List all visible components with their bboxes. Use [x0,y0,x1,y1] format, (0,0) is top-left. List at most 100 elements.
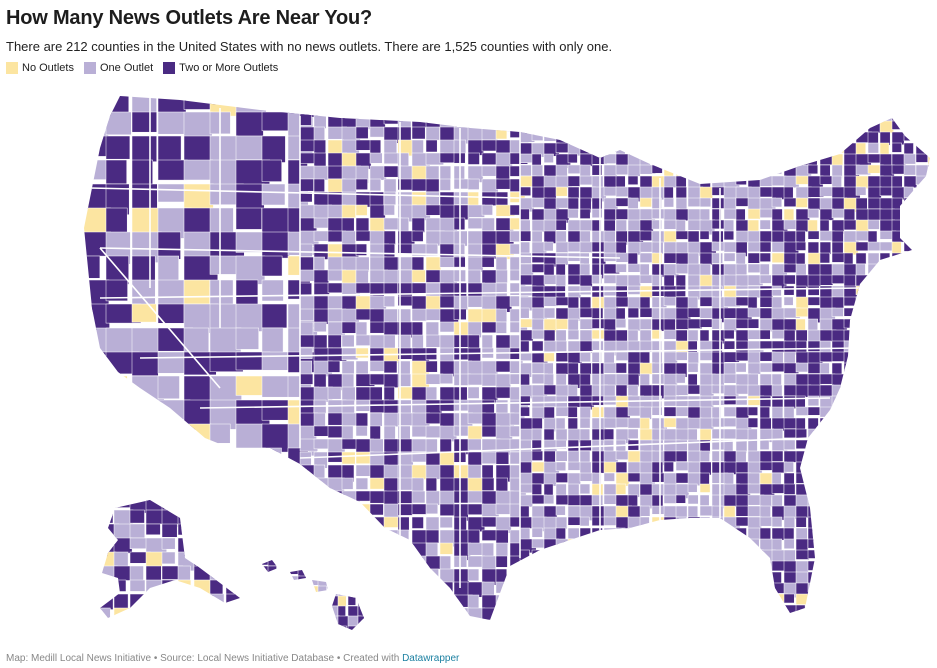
county-cell[interactable] [784,627,800,641]
county-cell[interactable] [807,604,823,618]
county-cell[interactable] [299,607,313,625]
county-cell[interactable] [129,509,145,524]
county-cell[interactable] [131,255,156,284]
county-cell[interactable] [759,120,772,131]
county-cell[interactable] [807,560,821,571]
county-cell[interactable] [519,571,532,581]
county-cell[interactable] [439,516,453,529]
county-cell[interactable] [891,560,908,570]
county-cell[interactable] [161,523,178,538]
county-cell[interactable] [261,255,283,277]
county-cell[interactable] [555,417,566,431]
county-cell[interactable] [307,595,317,610]
county-cell[interactable] [496,621,512,637]
county-cell[interactable] [711,153,725,163]
county-cell[interactable] [675,318,690,330]
county-cell[interactable] [843,538,857,551]
county-cell[interactable] [819,593,833,604]
county-cell[interactable] [651,109,666,123]
county-cell[interactable] [855,439,870,450]
county-cell[interactable] [579,131,594,146]
county-cell[interactable] [439,607,460,619]
county-cell[interactable] [879,384,892,397]
county-cell[interactable] [903,494,917,507]
county-cell[interactable] [341,516,361,535]
county-cell[interactable] [531,560,548,574]
county-cell[interactable] [687,197,702,207]
county-cell[interactable] [699,538,711,551]
county-cell[interactable] [711,384,726,394]
county-cell[interactable] [915,88,930,103]
county-cell[interactable] [831,439,843,450]
county-cell[interactable] [675,186,687,199]
county-cell[interactable] [591,340,604,351]
county-cell[interactable] [651,615,668,626]
county-cell[interactable] [915,472,930,484]
county-cell[interactable] [225,607,240,621]
county-cell[interactable] [591,604,609,618]
county-cell[interactable] [567,296,579,310]
county-cell[interactable] [771,472,782,486]
county-cell[interactable] [628,627,641,642]
county-cell[interactable] [355,282,371,294]
county-cell[interactable] [891,241,902,255]
county-cell[interactable] [453,568,470,585]
county-cell[interactable] [783,439,796,450]
county-cell[interactable] [555,252,569,266]
county-cell[interactable] [879,428,894,440]
county-cell[interactable] [383,529,400,548]
county-cell[interactable] [675,538,691,552]
county-cell[interactable] [927,318,937,332]
county-cell[interactable] [383,373,401,388]
county-cell[interactable] [567,109,578,122]
county-cell[interactable] [759,274,772,284]
county-cell[interactable] [543,120,560,132]
county-cell[interactable] [699,593,716,607]
county-cell[interactable] [531,527,543,538]
county-cell[interactable] [258,595,271,608]
county-cell[interactable] [105,279,128,302]
county-cell[interactable] [855,252,867,265]
county-cell[interactable] [867,527,883,543]
county-cell[interactable] [226,622,242,638]
county-cell[interactable] [915,505,930,516]
county-cell[interactable] [699,516,711,526]
county-cell[interactable] [314,621,328,638]
county-cell[interactable] [627,582,645,593]
county-cell[interactable] [699,615,713,628]
county-cell[interactable] [267,556,281,567]
county-cell[interactable] [831,98,846,113]
county-cell[interactable] [819,98,831,112]
county-cell[interactable] [927,274,937,287]
county-cell[interactable] [639,516,650,530]
county-cell[interactable] [663,505,677,518]
county-cell[interactable] [903,395,917,411]
county-cell[interactable] [591,549,609,563]
county-cell[interactable] [209,607,225,626]
county-cell[interactable] [299,178,314,192]
county-cell[interactable] [759,373,772,387]
county-cell[interactable] [891,472,906,482]
county-cell[interactable] [591,395,604,406]
county-cell[interactable] [855,340,871,356]
county-cell[interactable] [807,131,823,143]
county-cell[interactable] [760,627,773,639]
county-cell[interactable] [627,142,641,153]
county-cell[interactable] [915,208,930,219]
county-cell[interactable] [891,296,909,307]
county-cell[interactable] [735,296,750,306]
county-cell[interactable] [879,593,894,604]
county-cell[interactable] [425,139,438,153]
county-cell[interactable] [747,439,758,452]
county-cell[interactable] [639,120,657,130]
county-cell[interactable] [453,204,470,221]
county-cell[interactable] [867,142,879,154]
county-cell[interactable] [699,164,713,179]
county-cell[interactable] [855,483,871,500]
county-cell[interactable] [313,542,333,557]
county-cell[interactable] [819,208,834,221]
county-cell[interactable] [771,120,787,132]
county-cell[interactable] [555,131,567,144]
county-cell[interactable] [337,585,351,597]
county-cell[interactable] [891,88,904,98]
